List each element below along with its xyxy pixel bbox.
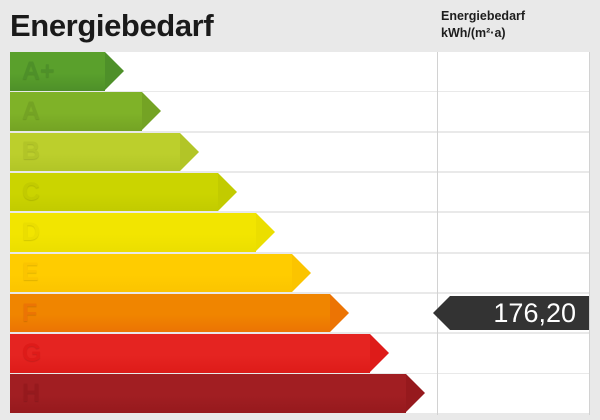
rating-grid: A+ A B C D E F G H: [10, 52, 590, 415]
bar-arrow-tip-icon: [256, 213, 275, 252]
rating-bar-aplus: A+: [10, 52, 124, 91]
rating-bar-f: F: [10, 293, 349, 333]
unit-header-line1: Energiebedarf: [441, 9, 526, 23]
rating-bar-a: A: [10, 92, 161, 131]
rating-label: B: [22, 137, 41, 166]
bar-arrow-tip-icon: [180, 132, 199, 171]
rating-label: A+: [22, 56, 55, 85]
rating-label: H: [22, 379, 41, 408]
rating-label: F: [22, 298, 38, 327]
page-title: Energiebedarf: [10, 8, 214, 43]
value-marker-text: 176,20: [493, 297, 576, 328]
bar-arrow-tip-icon: [292, 253, 311, 292]
rating-bar-c: C: [10, 172, 237, 212]
value-marker: 176,20: [433, 296, 589, 331]
unit-header: Energiebedarf kWh/(m²·a): [441, 8, 591, 42]
rating-label: A: [22, 97, 41, 126]
unit-header-line2: kWh/(m²·a): [441, 26, 506, 40]
rating-bar-e: E: [10, 253, 311, 292]
bar-arrow-tip-icon: [142, 92, 161, 131]
bar-arrow-tip-icon: [218, 172, 237, 211]
rating-bar-b: B: [10, 132, 199, 172]
bar-arrow-tip-icon: [330, 293, 349, 332]
rating-label: C: [22, 177, 41, 206]
bar-arrow-tip-icon: [370, 334, 389, 373]
rating-bar-g: G: [10, 334, 389, 373]
rating-bar-d: D: [10, 213, 275, 252]
rating-label: G: [22, 338, 42, 367]
rating-label: E: [22, 258, 39, 287]
bar-arrow-tip-icon: [105, 52, 124, 90]
rating-bar-h: H: [10, 374, 425, 413]
rating-label: D: [22, 217, 41, 246]
column-divider: [437, 52, 438, 415]
bar-arrow-tip-icon: [406, 374, 425, 413]
marker-arrow-icon: [433, 296, 450, 331]
grid-right-edge: [589, 52, 590, 415]
